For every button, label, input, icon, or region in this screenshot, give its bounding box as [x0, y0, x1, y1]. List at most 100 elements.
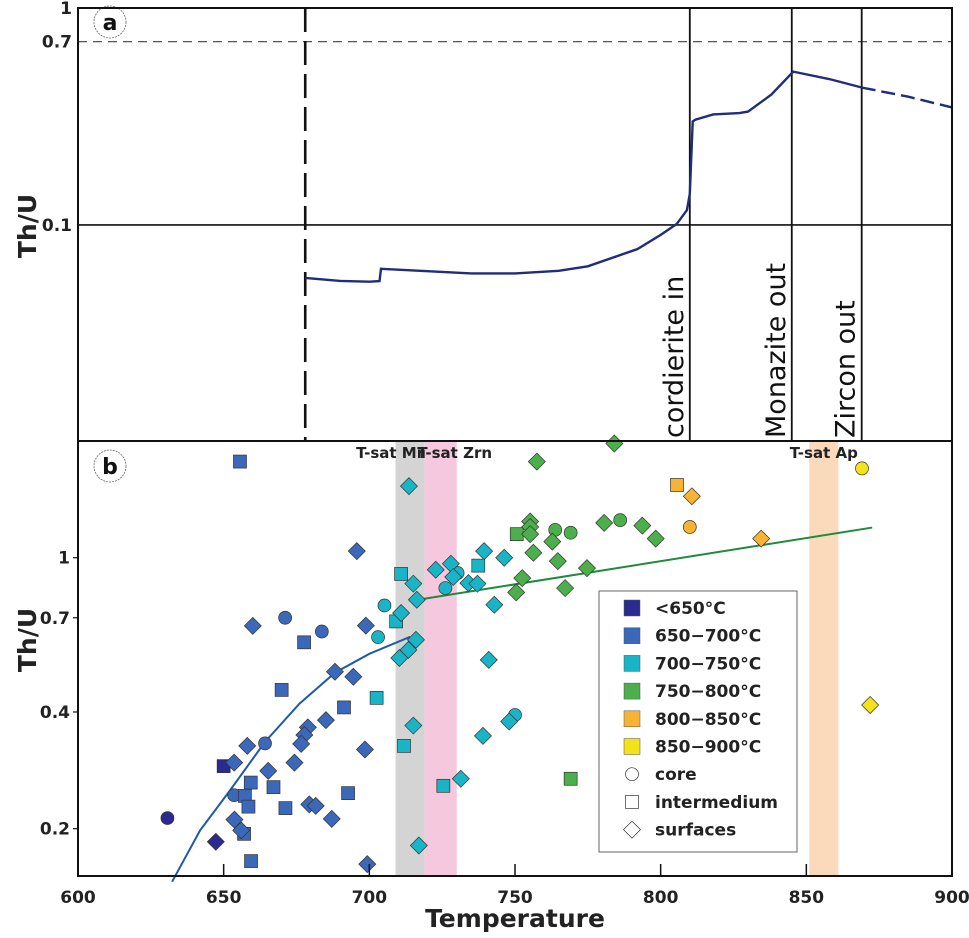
panel-a-label: a [103, 11, 118, 36]
data-point-diamond [325, 662, 344, 681]
y-tick-label: 0.7 [40, 609, 70, 629]
data-point-circle [377, 598, 392, 613]
x-tick-label: 850 [789, 888, 825, 908]
fit-curve [171, 635, 411, 883]
data-point-diamond [556, 579, 575, 598]
legend-shape-diamond [623, 820, 641, 839]
data-point-square [337, 700, 351, 715]
y-tick-label: 0.2 [40, 820, 70, 840]
data-point-diamond [475, 542, 494, 561]
saturation-band-label: T-sat Mnz [356, 444, 436, 462]
panel-label-circle [93, 449, 127, 483]
reference-line-label: cordierite in [659, 276, 690, 438]
data-point-square [436, 778, 451, 793]
data-point-diamond [306, 796, 325, 815]
data-point-diamond [646, 529, 665, 548]
data-point-square [243, 775, 258, 790]
legend-swatch [623, 655, 641, 672]
x-tick-label: 800 [643, 888, 679, 908]
legend-swatch [623, 710, 641, 728]
data-point-diamond [605, 434, 624, 453]
legend: <650°C 650−700°C 700−750°C 750−800°C 800−850… [598, 590, 798, 853]
data-point-diamond [406, 630, 425, 649]
legend-label: 650−700°C [655, 627, 761, 647]
panel-a: cordierite in Monazite out Zircon out 1 0.7 0… [42, 0, 953, 442]
x-tick-label: 700 [352, 888, 388, 908]
data-point-square [266, 780, 281, 794]
data-point-diamond [577, 559, 596, 578]
data-point-square [341, 786, 355, 800]
data-point-diamond [495, 548, 514, 567]
fit-curve [417, 526, 873, 601]
data-point-circle [855, 461, 869, 476]
reference-line-label: Monazite out [761, 263, 792, 438]
data-point-diamond [595, 513, 614, 532]
data-point-diamond [407, 590, 426, 609]
saturation-band [809, 441, 839, 876]
data-point-diamond [238, 736, 257, 755]
data-point-diamond [752, 529, 771, 548]
data-point-diamond [358, 855, 377, 874]
legend-label: core [655, 765, 697, 785]
data-point-circle [314, 624, 329, 639]
data-point-square [274, 683, 289, 697]
data-point-square [297, 635, 311, 650]
data-point-diamond [356, 616, 375, 635]
data-point-circle [613, 513, 628, 527]
data-point-diamond [399, 477, 418, 496]
x-axis-label: Temperature [425, 904, 605, 933]
data-point-diamond [524, 543, 543, 562]
y-tick-label: 1 [58, 549, 70, 569]
data-point-diamond [548, 552, 567, 571]
data-point-diamond [344, 667, 363, 686]
data-point-diamond [232, 821, 251, 840]
data-point-diamond [404, 574, 423, 593]
data-point-diamond [473, 726, 492, 745]
data-point-square [394, 567, 408, 581]
data-point-diamond [225, 753, 244, 772]
data-point-circle [682, 520, 697, 534]
x-tick-label: 900 [934, 888, 969, 908]
y-tick-label: 0.4 [40, 703, 70, 723]
saturation-band-label: T-sat Zrn [417, 444, 492, 462]
x-tick-label: 650 [206, 888, 242, 908]
data-point-diamond [292, 734, 311, 753]
data-point-square [369, 691, 384, 705]
legend-shape-circle [625, 767, 639, 782]
data-point-diamond [426, 560, 445, 579]
data-point-diamond [500, 712, 519, 731]
x-tick-label: 750 [497, 888, 533, 908]
data-point-circle [278, 610, 292, 625]
data-point-square [244, 854, 258, 868]
data-point-diamond [527, 452, 546, 471]
legend-swatch [623, 738, 641, 755]
data-point-diamond [543, 532, 562, 551]
y-tick-label: 1 [60, 0, 72, 19]
data-point-diamond [485, 595, 504, 614]
data-point-square [278, 801, 293, 815]
data-point-square [670, 478, 684, 492]
data-point-circle [438, 581, 453, 595]
legend-swatch [623, 599, 641, 617]
y-tick-label: 0.1 [42, 216, 72, 236]
x-tick-label: 600 [60, 888, 96, 908]
panel-label-circle [93, 5, 127, 39]
data-point-circle [160, 811, 175, 825]
data-point-diamond [409, 836, 428, 855]
data-point-diamond [259, 761, 278, 780]
data-point-diamond [513, 569, 532, 588]
saturation-band [424, 441, 457, 876]
legend-swatch [623, 627, 641, 644]
data-point-diamond [404, 716, 423, 735]
data-point-square [241, 799, 256, 814]
th-u-model-curve [305, 70, 862, 283]
panel-a-y-axis-label: Th/U [13, 194, 42, 258]
data-point-diamond [633, 516, 652, 535]
data-point-square [563, 771, 578, 786]
data-point-diamond [479, 650, 498, 669]
data-point-diamond [507, 583, 526, 602]
panel-b-y-axis-label: Th/U [13, 608, 42, 672]
saturation-band-label: T-sat Ap [790, 444, 858, 462]
data-point-circle [371, 630, 385, 644]
